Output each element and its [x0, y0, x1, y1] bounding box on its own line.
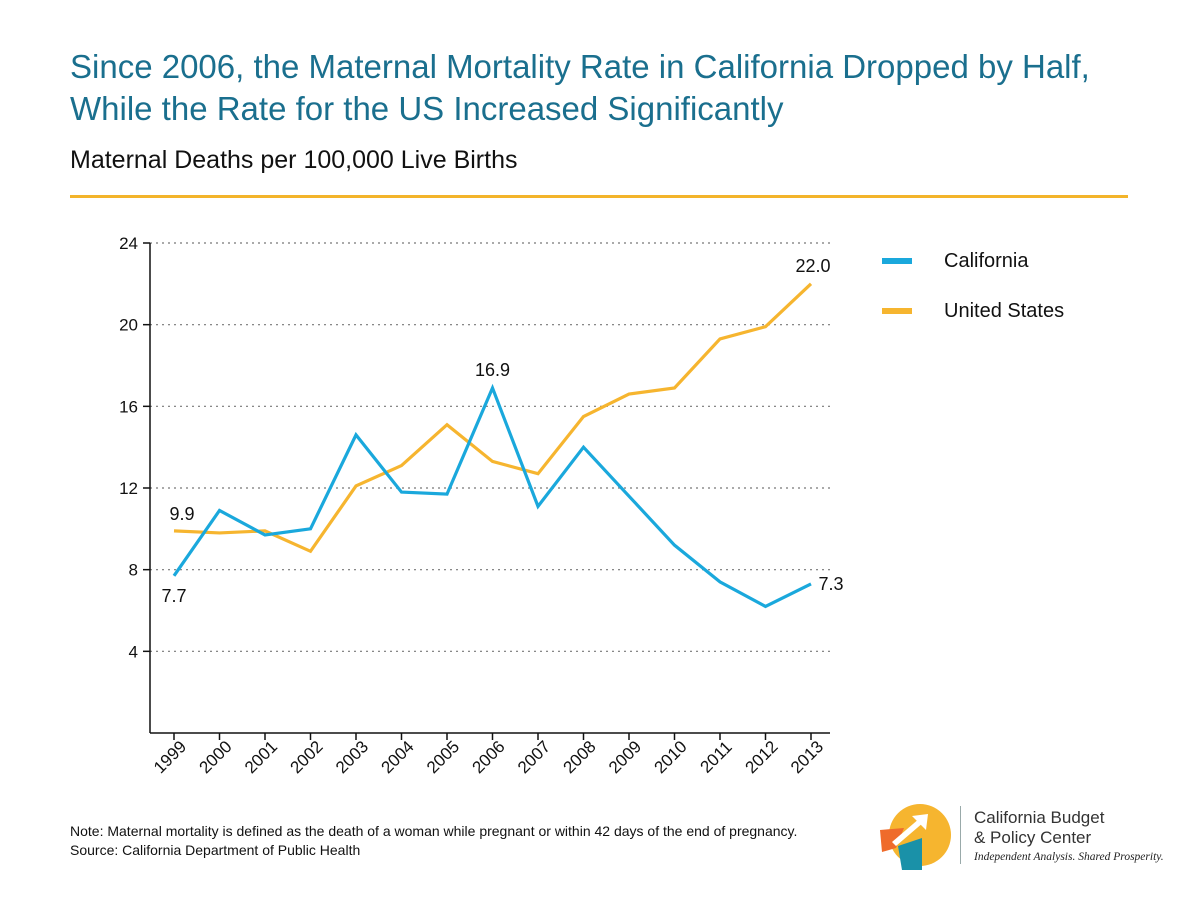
series-lines [172, 282, 813, 609]
data-label: 16.9 [475, 360, 510, 380]
x-tick-label: 2009 [605, 737, 645, 777]
data-label: 9.9 [169, 504, 194, 524]
title-divider [70, 195, 1128, 198]
x-tick-label: 2010 [651, 737, 691, 777]
y-tick-label: 24 [119, 234, 138, 253]
logo-name-line1: California Budget [974, 808, 1105, 827]
logo-divider [960, 806, 961, 864]
series-line-california [172, 383, 812, 609]
chart-title: Since 2006, the Maternal Mortality Rate … [70, 48, 1090, 127]
y-tick-label: 4 [129, 642, 138, 661]
cbpc-logo-mark [880, 804, 951, 870]
x-tick-label: 2011 [696, 737, 735, 776]
x-tick-label: 1999 [150, 737, 190, 777]
legend-label-united-states: United States [944, 299, 1065, 322]
legend: California United States [882, 236, 1064, 336]
note-text: Note: Maternal mortality is defined as t… [70, 823, 798, 839]
grid-lines [150, 242, 830, 652]
legend-item-united-states: United States [882, 286, 1064, 336]
x-tick-label: 2002 [287, 737, 327, 777]
x-tick-label: 2007 [514, 737, 554, 777]
data-label: 7.7 [161, 586, 186, 606]
x-tick-label: 2001 [241, 737, 281, 777]
y-tick-label: 12 [119, 479, 138, 498]
x-tick-label: 2008 [560, 737, 600, 777]
y-tick-label: 8 [129, 561, 138, 580]
chart-notes: Note: Maternal mortality is defined as t… [70, 822, 810, 860]
data-label: 22.0 [795, 256, 830, 276]
logo-name: California Budget & Policy Center [974, 808, 1104, 848]
chart-subtitle: Maternal Deaths per 100,000 Live Births [70, 146, 518, 174]
x-tick-label: 2012 [742, 737, 782, 777]
x-axis-ticks: 1999 2000 2001 2002 2003 2004 2005 2006 2007 2008… [150, 733, 827, 777]
logo-name-line2: & Policy Center [974, 828, 1092, 847]
x-tick-label: 2005 [423, 737, 463, 777]
cbpc-logo: California Budget & Policy Center Indepe… [876, 800, 1166, 872]
logo-tagline: Independent Analysis. Shared Prosperity. [974, 851, 1164, 863]
series-line-united-states [173, 282, 813, 554]
source-text: Source: California Department of Public … [70, 842, 361, 858]
legend-swatch-california [882, 258, 912, 264]
legend-swatch-united-states [882, 308, 912, 314]
y-axis-ticks: 4 8 12 16 20 24 [119, 234, 150, 661]
x-tick-label: 2006 [469, 737, 509, 777]
y-tick-label: 20 [119, 316, 138, 335]
legend-label-california: California [944, 249, 1029, 272]
data-labels: 7.7 9.9 16.9 7.3 22.0 [161, 256, 843, 606]
x-tick-label: 2000 [196, 737, 236, 777]
data-label: 7.3 [818, 574, 843, 594]
x-tick-label: 2003 [332, 737, 372, 777]
x-tick-label: 2013 [787, 737, 827, 777]
y-tick-label: 16 [119, 397, 138, 416]
legend-item-california: California [882, 236, 1064, 286]
x-tick-label: 2004 [378, 737, 418, 777]
